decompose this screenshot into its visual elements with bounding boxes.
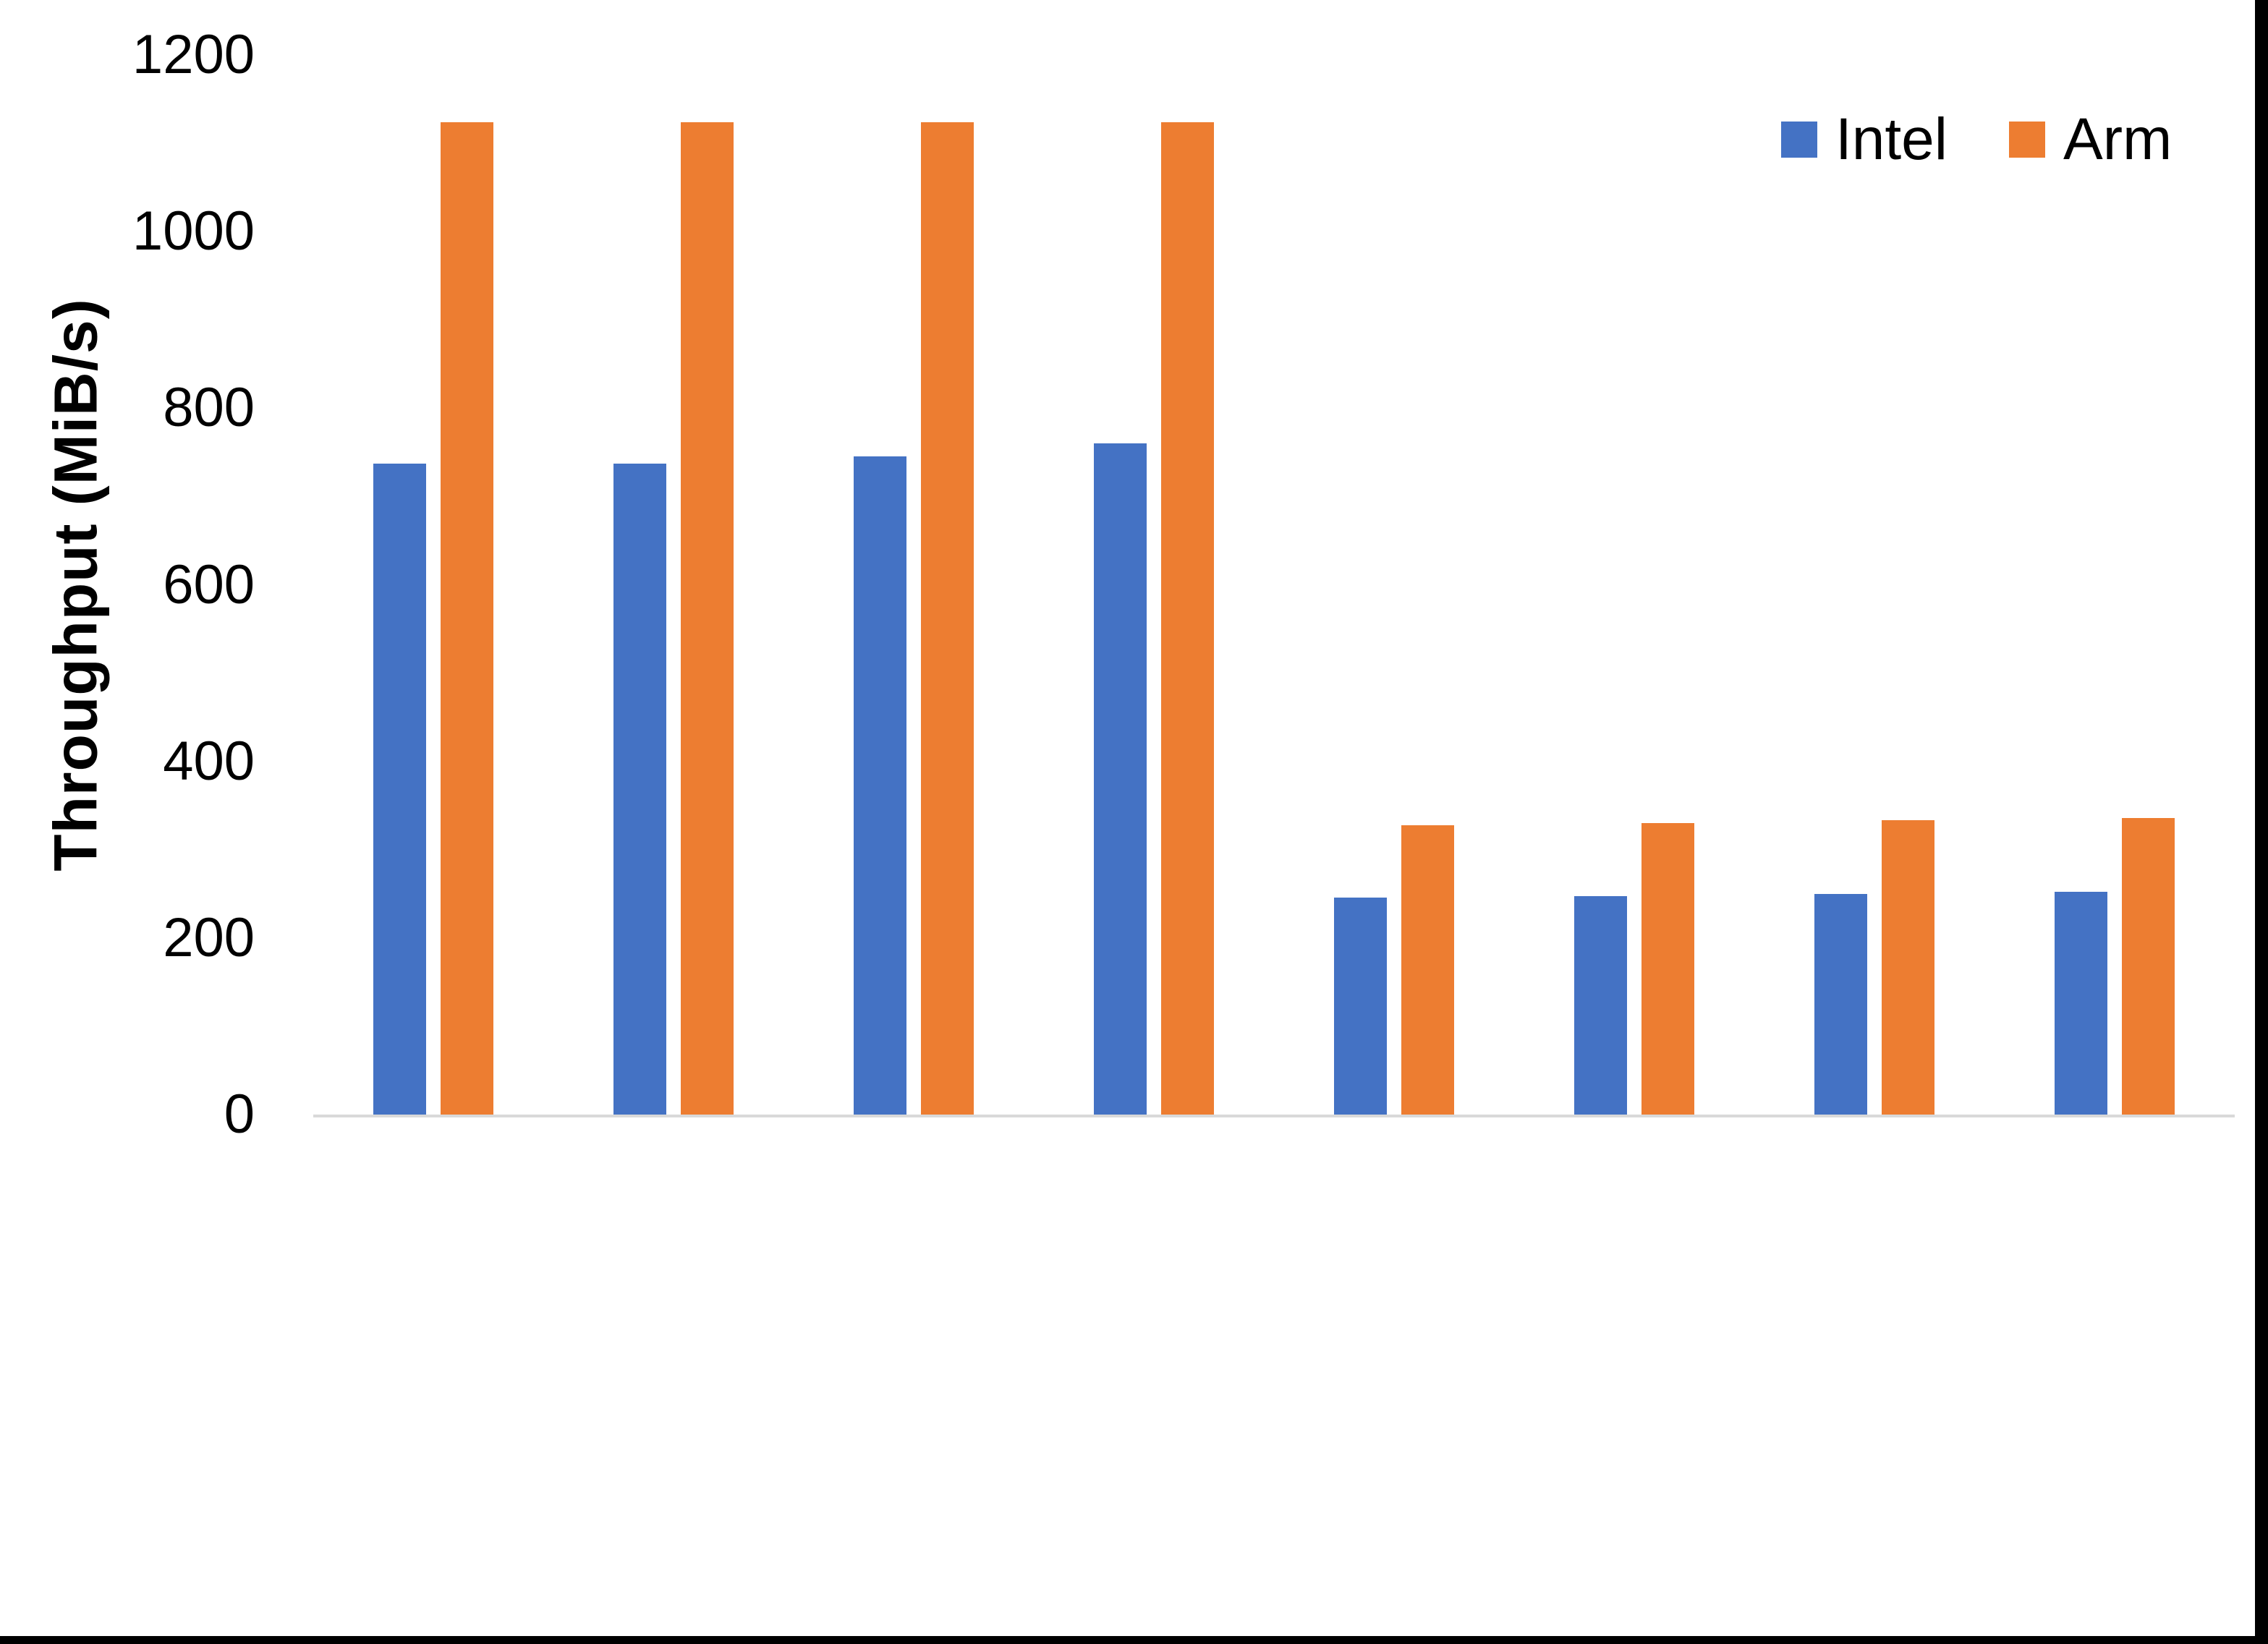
bar-intel-1m-buzhash <box>373 464 426 1115</box>
y-tick-label-600: 600 <box>163 553 255 616</box>
legend-swatch-intel <box>1781 122 1817 158</box>
legend-item-arm: Arm <box>2009 110 2172 169</box>
bar-intel-2m-buzhash <box>613 464 666 1115</box>
y-tick-label-0: 0 <box>224 1083 255 1145</box>
bar-intel-1m-rabin-karp <box>1334 898 1387 1115</box>
y-tick-label-1000: 1000 <box>132 200 255 263</box>
legend-label-intel: Intel <box>1835 106 1948 172</box>
bar-arm-1m-rabin-karp <box>1401 825 1454 1115</box>
bar-intel-8m-rabin-karp <box>2055 892 2107 1115</box>
bar-intel-4m-buzhash <box>854 456 906 1115</box>
bar-arm-4m-buzhash <box>921 122 974 1115</box>
y-tick-label-800: 800 <box>163 377 255 439</box>
bar-arm-4m-rabin-karp <box>1882 820 1934 1115</box>
bar-arm-2m-rabin-karp <box>1641 823 1694 1115</box>
legend-label-arm: Arm <box>2063 106 2173 172</box>
y-tick-label-200: 200 <box>163 906 255 968</box>
y-tick-label-1200: 1200 <box>132 24 255 85</box>
bar-arm-2m-buzhash <box>681 122 734 1115</box>
bar-arm-8m-buzhash <box>1161 122 1214 1115</box>
bar-arm-1m-buzhash <box>441 122 493 1115</box>
bar-intel-2m-rabin-karp <box>1574 896 1627 1115</box>
bar-intel-4m-rabin-karp <box>1814 894 1867 1115</box>
legend-item-intel: Intel <box>1781 110 1948 169</box>
legend-swatch-arm <box>2009 122 2045 158</box>
plot-area <box>313 55 2235 1117</box>
legend: Intel Arm <box>1781 110 2172 169</box>
bar-intel-8m-buzhash <box>1094 443 1147 1115</box>
bar-arm-8m-rabin-karp <box>2122 818 2175 1115</box>
y-tick-label-400: 400 <box>163 730 255 792</box>
